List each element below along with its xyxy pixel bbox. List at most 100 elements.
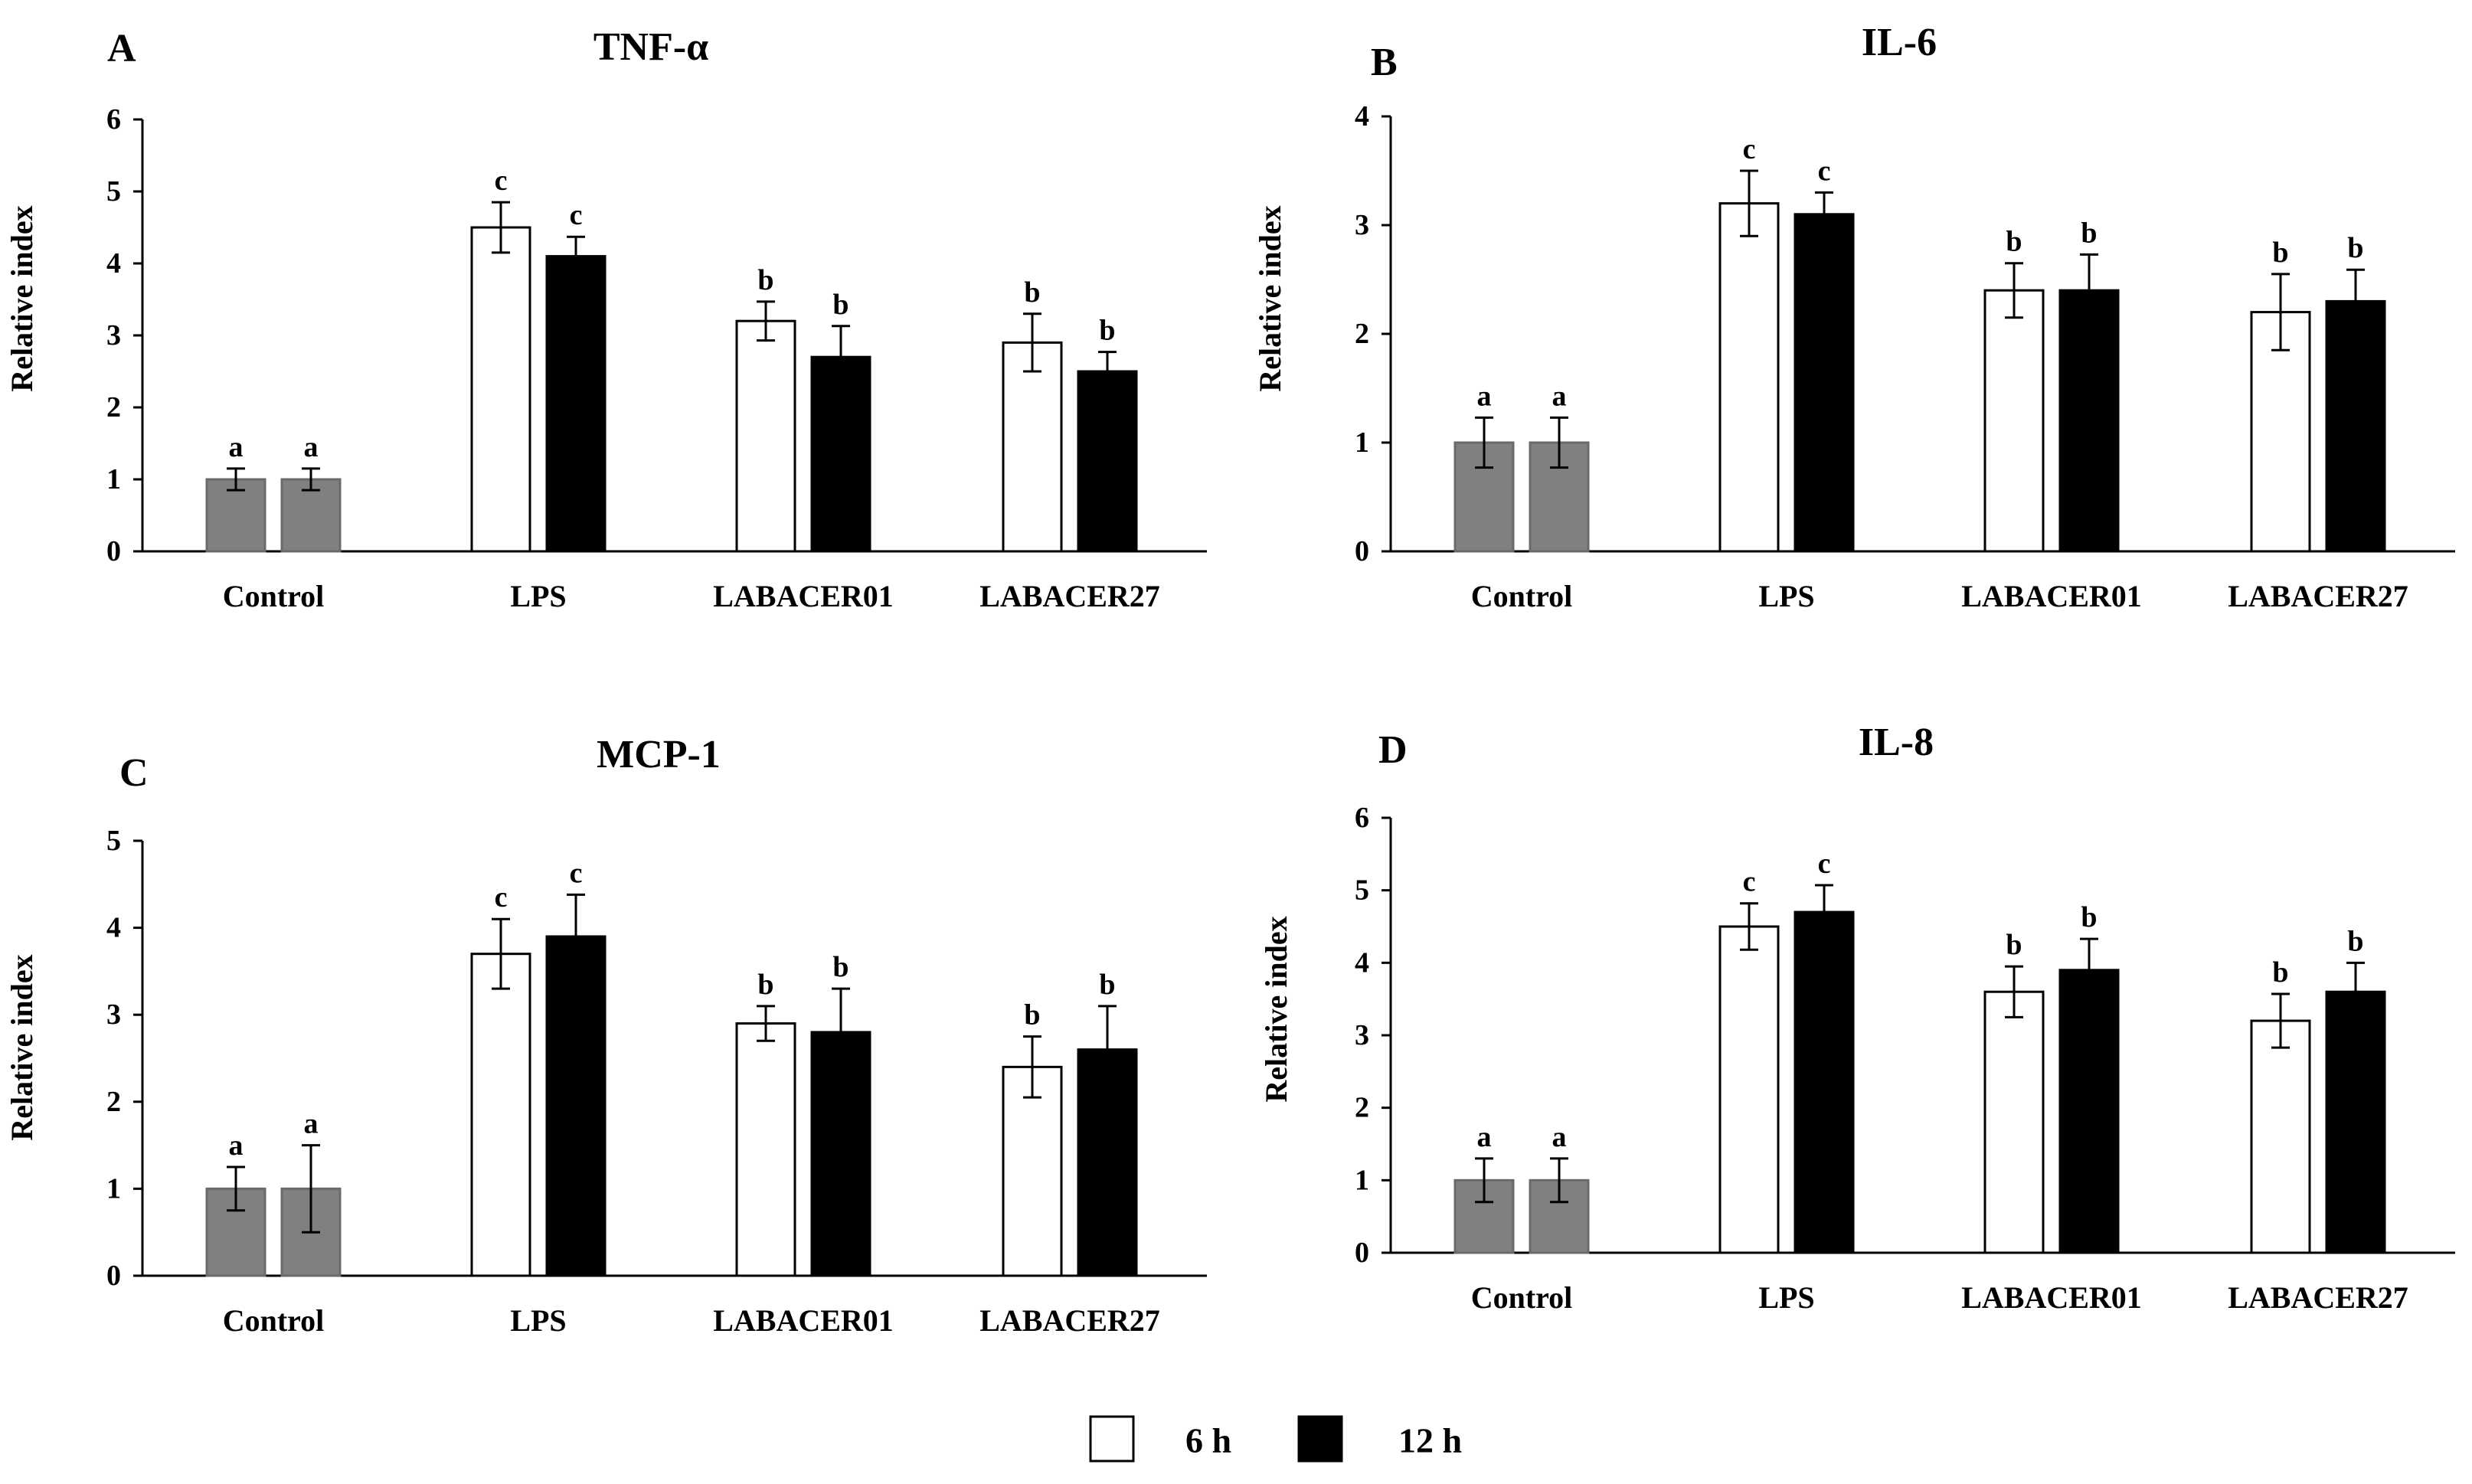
y-tick-label: 0 [106,535,121,567]
panel-a: A TNF-α Relative index 0 1 2 3 4 5 6 a a Control c c LP… [5,25,1207,613]
bar-labacer27-6h [2250,1019,2311,1254]
significance-letter: b [832,289,849,321]
y-axis-label: Relative index [5,954,39,1140]
significance-letter: a [1477,380,1492,412]
y-tick-label: 1 [1355,1164,1369,1196]
significance-letter: a [229,1129,244,1162]
significance-letter: a [1552,380,1567,412]
y-tick-label: 4 [106,247,121,279]
significance-letter: b [1099,315,1115,347]
significance-letter: b [1099,969,1115,1001]
panel-title: IL-6 [1862,21,1937,64]
significance-letter: b [2081,217,2097,249]
panel-letter: D [1378,728,1408,772]
y-tick-label: 4 [1355,100,1369,132]
category-label: LABACER01 [713,1303,894,1338]
bar-labacer01-6h [735,1022,796,1277]
bar-labacer01-6h [735,319,796,553]
y-tick-label: 1 [1355,427,1369,459]
significance-letter: b [2347,232,2363,264]
y-tick-label: 5 [1355,874,1369,907]
significance-letter: a [1477,1121,1492,1153]
bar-labacer27-6h [1002,341,1063,553]
bar-labacer01-12h [2058,289,2120,553]
y-tick-label: 1 [106,1172,121,1205]
bar-control-12h [1529,1178,1590,1254]
bar-lps-12h [1794,213,1855,553]
significance-letter: c [495,881,508,914]
significance-letter: b [2347,925,2363,957]
bar-lps-12h [545,255,607,553]
bar-labacer01-6h [1983,289,2045,553]
significance-letter: b [1024,999,1040,1031]
category-label: LPS [1758,579,1814,613]
category-label: Control [223,579,325,613]
significance-letter: c [570,857,583,889]
y-axis-label: Relative index [1259,916,1293,1102]
y-tick-label: 3 [1355,209,1369,241]
y-tick-label: 0 [1355,535,1369,567]
significance-letter: c [1743,866,1756,898]
category-label: Control [1471,579,1573,613]
chart-panels: A TNF-α Relative index 0 1 2 3 4 5 6 a a Control c c LP… [5,21,2455,1338]
legend-label-6h: 6 h [1185,1421,1231,1460]
y-tick-label: 1 [106,463,121,495]
category-label: LABACER01 [1961,579,2142,613]
y-tick-label: 4 [1355,946,1369,979]
bar-lps-6h [1718,202,1780,553]
legend-swatch-6h [1089,1415,1135,1463]
bar-labacer27-12h [1077,370,1138,553]
significance-letter: c [495,165,508,197]
y-tick-label: 6 [1355,802,1369,834]
legend: 6 h 12 h [1089,1415,1462,1463]
category-label: LABACER27 [979,579,1160,613]
significance-letter: c [1818,155,1831,187]
y-tick-label: 2 [106,1086,121,1118]
significance-letter: b [2006,929,2022,961]
y-tick-label: 2 [1355,318,1369,350]
y-tick-label: 3 [106,999,121,1031]
panel-title: TNF-α [593,25,708,69]
y-axis-label: Relative index [5,205,39,391]
panel-d: D IL-8 Relative index 0 1 2 3 4 5 6 a a Control c c LPS… [1259,721,2455,1315]
category-label: LPS [510,579,566,613]
bar-labacer27-12h [2325,990,2386,1254]
panel-letter: A [107,27,136,70]
category-label: Control [1471,1280,1573,1315]
legend-swatch-12h [1297,1415,1343,1463]
bar-lps-6h [470,953,531,1277]
y-tick-label: 2 [106,391,121,423]
bar-lps-6h [1718,925,1780,1254]
y-tick-label: 5 [106,175,121,208]
significance-letter: a [304,431,319,463]
panel-b: B IL-6 Relative index 0 1 2 3 4 a a Control c c LPS b b… [1253,21,2455,613]
y-tick-label: 3 [106,319,121,351]
panel-letter: B [1371,41,1398,84]
significance-letter: b [757,264,773,296]
significance-letter: b [2006,226,2022,258]
significance-letter: a [1552,1121,1567,1153]
category-label: LABACER01 [1961,1280,2142,1315]
y-tick-label: 4 [106,912,121,944]
panel-title: MCP-1 [597,733,721,776]
category-label: LABACER27 [979,1303,1160,1338]
bar-labacer27-12h [2325,299,2386,553]
legend-label-12h: 12 h [1398,1421,1462,1460]
significance-letter: c [570,199,583,231]
category-label: LABACER27 [2228,1280,2408,1315]
significance-letter: b [2272,956,2288,989]
bar-lps-12h [1794,910,1855,1254]
y-tick-label: 0 [106,1260,121,1292]
significance-letter: b [2272,237,2288,269]
category-label: LABACER27 [2228,579,2408,613]
significance-letter: c [1818,848,1831,880]
y-tick-label: 5 [106,825,121,857]
significance-letter: b [2081,901,2097,933]
bar-lps-12h [545,935,607,1277]
y-tick-label: 3 [1355,1019,1369,1051]
significance-letter: c [1743,133,1756,165]
panel-letter: C [119,751,149,795]
y-tick-label: 2 [1355,1092,1369,1124]
bar-labacer27-6h [1002,1065,1063,1277]
category-label: LPS [1758,1280,1814,1315]
